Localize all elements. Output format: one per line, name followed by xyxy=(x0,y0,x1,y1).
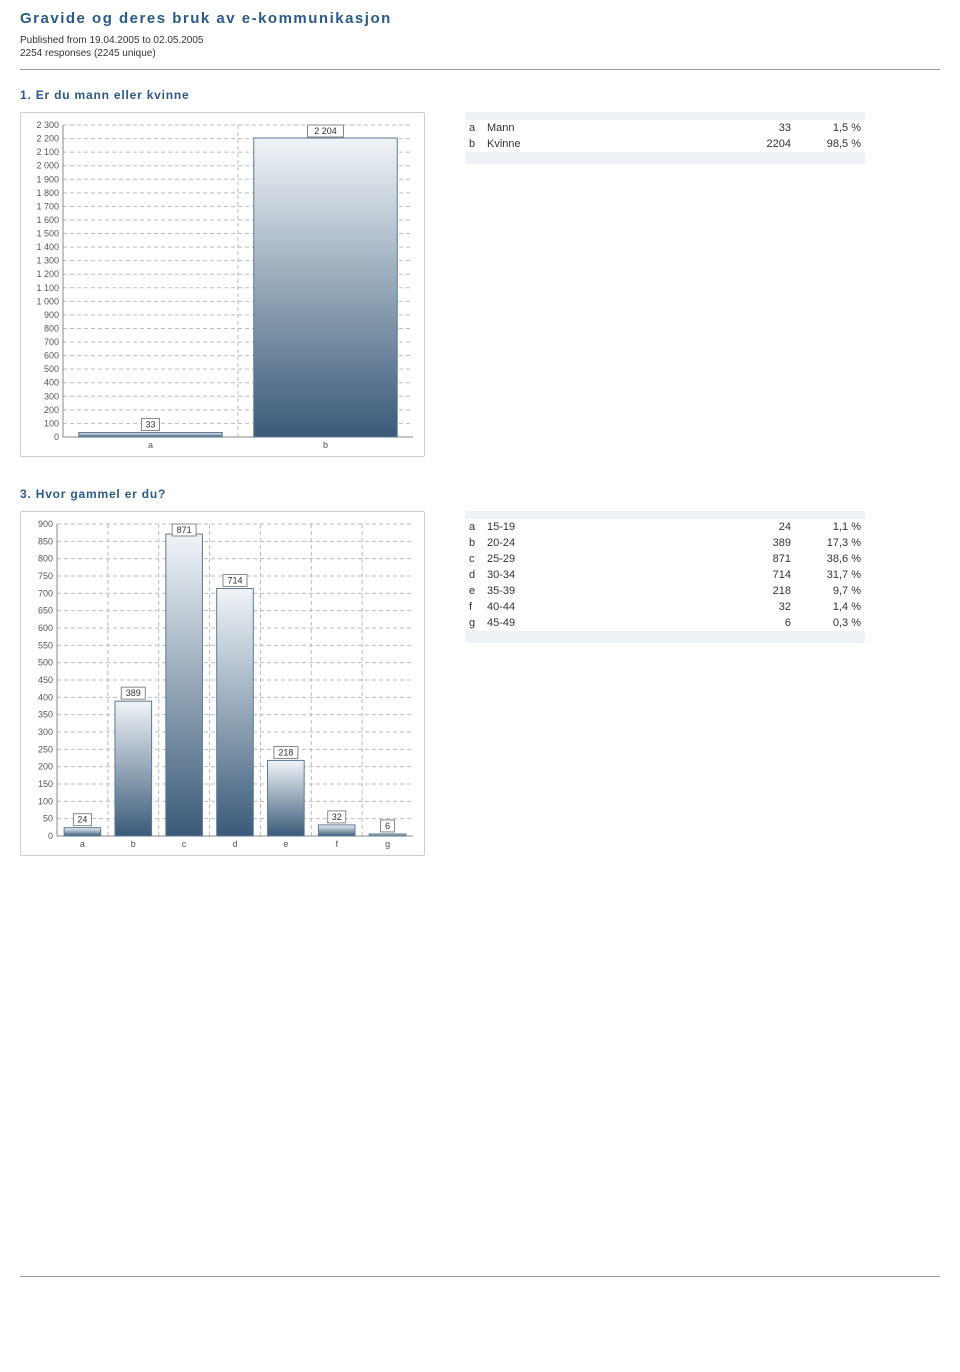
table-row: a15-19241,1 % xyxy=(465,519,865,535)
svg-text:300: 300 xyxy=(38,727,53,737)
svg-text:1 200: 1 200 xyxy=(36,269,59,279)
published-range: Published from 19.04.2005 to 02.05.2005 xyxy=(20,35,940,46)
svg-text:1 100: 1 100 xyxy=(36,283,59,293)
question-3-chart: 0 50 100 150 200 250 300 350 400 450 500 550 600 650 7… xyxy=(20,511,425,856)
table-row: f40-44321,4 % xyxy=(465,599,865,615)
svg-text:2 100: 2 100 xyxy=(36,147,59,157)
table-row: b20-2438917,3 % xyxy=(465,535,865,551)
svg-text:24: 24 xyxy=(77,815,87,825)
footer-divider xyxy=(20,1276,940,1277)
svg-text:218: 218 xyxy=(278,747,293,757)
svg-text:b: b xyxy=(131,839,136,849)
svg-text:1 300: 1 300 xyxy=(36,256,59,266)
svg-text:900: 900 xyxy=(38,519,53,529)
svg-text:d: d xyxy=(232,839,237,849)
svg-text:450: 450 xyxy=(38,675,53,685)
svg-text:0: 0 xyxy=(48,831,53,841)
svg-text:600: 600 xyxy=(38,623,53,633)
table-row: bKvinne220498,5 % xyxy=(465,136,865,152)
svg-text:32: 32 xyxy=(332,812,342,822)
svg-text:400: 400 xyxy=(44,378,59,388)
svg-text:a: a xyxy=(80,839,85,849)
svg-text:0: 0 xyxy=(54,432,59,442)
svg-text:100: 100 xyxy=(44,418,59,428)
page-title: Gravide og deres bruk av e-kommunikasjon xyxy=(20,10,940,27)
question-1-section: 1. Er du mann eller kvinne 0 100 200 300 400… xyxy=(20,88,940,457)
table-row: aMann331,5 % xyxy=(465,120,865,136)
svg-text:1 400: 1 400 xyxy=(36,242,59,252)
svg-text:500: 500 xyxy=(38,658,53,668)
question-1-title: 1. Er du mann eller kvinne xyxy=(20,88,940,102)
svg-text:250: 250 xyxy=(38,744,53,754)
question-3-table: a15-19241,1 %b20-2438917,3 %c25-2987138,… xyxy=(465,511,865,643)
svg-text:550: 550 xyxy=(38,640,53,650)
svg-text:f: f xyxy=(335,839,338,849)
header-divider xyxy=(20,69,940,70)
table-row: e35-392189,7 % xyxy=(465,583,865,599)
svg-text:300: 300 xyxy=(44,391,59,401)
svg-text:650: 650 xyxy=(38,606,53,616)
svg-text:700: 700 xyxy=(44,337,59,347)
svg-text:g: g xyxy=(385,839,390,849)
svg-text:600: 600 xyxy=(44,351,59,361)
svg-text:714: 714 xyxy=(227,575,242,585)
svg-text:400: 400 xyxy=(38,692,53,702)
svg-text:800: 800 xyxy=(38,554,53,564)
svg-text:1 000: 1 000 xyxy=(36,296,59,306)
question-3-title: 3. Hvor gammel er du? xyxy=(20,487,940,501)
svg-text:2 300: 2 300 xyxy=(36,120,59,130)
svg-text:1 600: 1 600 xyxy=(36,215,59,225)
table-row: d30-3471431,7 % xyxy=(465,567,865,583)
table-row: g45-4960,3 % xyxy=(465,615,865,631)
svg-text:50: 50 xyxy=(43,814,53,824)
svg-text:800: 800 xyxy=(44,323,59,333)
svg-text:c: c xyxy=(182,839,187,849)
svg-text:2 200: 2 200 xyxy=(36,134,59,144)
svg-text:200: 200 xyxy=(38,762,53,772)
svg-text:2 204: 2 204 xyxy=(314,126,337,136)
svg-text:2 000: 2 000 xyxy=(36,161,59,171)
svg-text:500: 500 xyxy=(44,364,59,374)
svg-text:a: a xyxy=(148,440,153,450)
svg-text:900: 900 xyxy=(44,310,59,320)
svg-text:750: 750 xyxy=(38,571,53,581)
table-row: c25-2987138,6 % xyxy=(465,551,865,567)
svg-text:6: 6 xyxy=(385,821,390,831)
svg-text:1 500: 1 500 xyxy=(36,229,59,239)
svg-text:150: 150 xyxy=(38,779,53,789)
response-count: 2254 responses (2245 unique) xyxy=(20,48,940,59)
question-1-table: aMann331,5 %bKvinne220498,5 % xyxy=(465,112,865,164)
svg-text:100: 100 xyxy=(38,796,53,806)
svg-text:1 800: 1 800 xyxy=(36,188,59,198)
svg-text:850: 850 xyxy=(38,536,53,546)
svg-text:e: e xyxy=(283,839,288,849)
svg-text:33: 33 xyxy=(145,420,155,430)
svg-text:871: 871 xyxy=(177,525,192,535)
svg-text:200: 200 xyxy=(44,405,59,415)
svg-text:350: 350 xyxy=(38,710,53,720)
svg-text:1 900: 1 900 xyxy=(36,174,59,184)
svg-text:700: 700 xyxy=(38,588,53,598)
question-3-section: 3. Hvor gammel er du? 0 50 100 150 200 250 300… xyxy=(20,487,940,856)
svg-text:b: b xyxy=(323,440,328,450)
svg-text:389: 389 xyxy=(126,688,141,698)
svg-text:1 700: 1 700 xyxy=(36,201,59,211)
question-1-chart: 0 100 200 300 400 500 600 700 800 900 1 000 1 100 1 … xyxy=(20,112,425,457)
